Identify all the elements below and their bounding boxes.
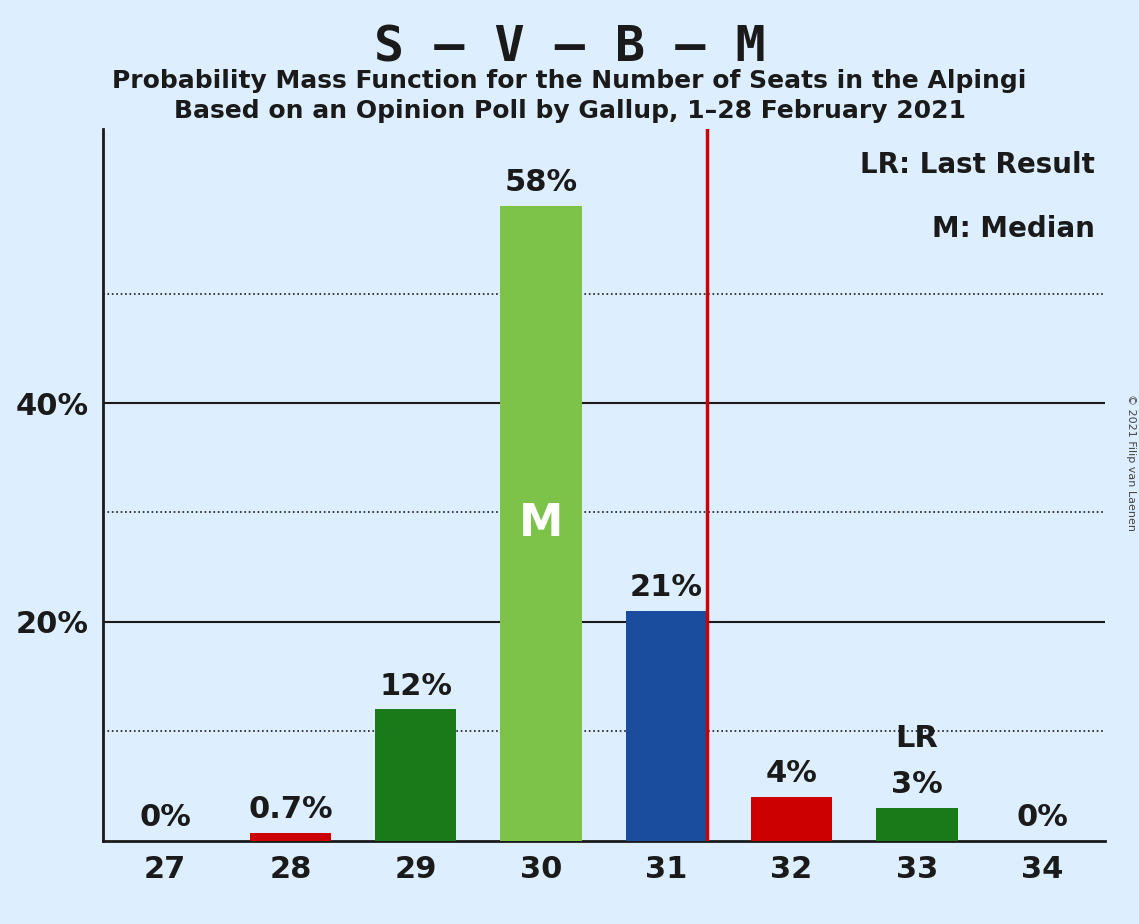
Bar <box>625 611 707 841</box>
Text: 0.7%: 0.7% <box>248 796 333 824</box>
Text: M: Median: M: Median <box>932 214 1095 243</box>
Text: LR: Last Result: LR: Last Result <box>860 151 1095 178</box>
Text: Based on an Opinion Poll by Gallup, 1–28 February 2021: Based on an Opinion Poll by Gallup, 1–28… <box>173 99 966 123</box>
Bar <box>249 833 331 841</box>
Bar <box>876 808 958 841</box>
Bar <box>751 797 833 841</box>
Text: 0%: 0% <box>1016 803 1068 833</box>
Text: S – V – B – M: S – V – B – M <box>374 23 765 71</box>
Text: 12%: 12% <box>379 672 452 700</box>
Text: 0%: 0% <box>139 803 191 833</box>
Text: 4%: 4% <box>765 760 818 788</box>
Text: 21%: 21% <box>630 573 703 602</box>
Text: Probability Mass Function for the Number of Seats in the Alpingi: Probability Mass Function for the Number… <box>113 69 1026 93</box>
Text: 3%: 3% <box>891 771 943 799</box>
Text: LR: LR <box>895 724 939 753</box>
Text: © 2021 Filip van Laenen: © 2021 Filip van Laenen <box>1126 394 1136 530</box>
Bar <box>375 710 457 841</box>
Text: 58%: 58% <box>505 168 577 197</box>
Bar <box>500 206 582 841</box>
Text: M: M <box>519 502 563 545</box>
